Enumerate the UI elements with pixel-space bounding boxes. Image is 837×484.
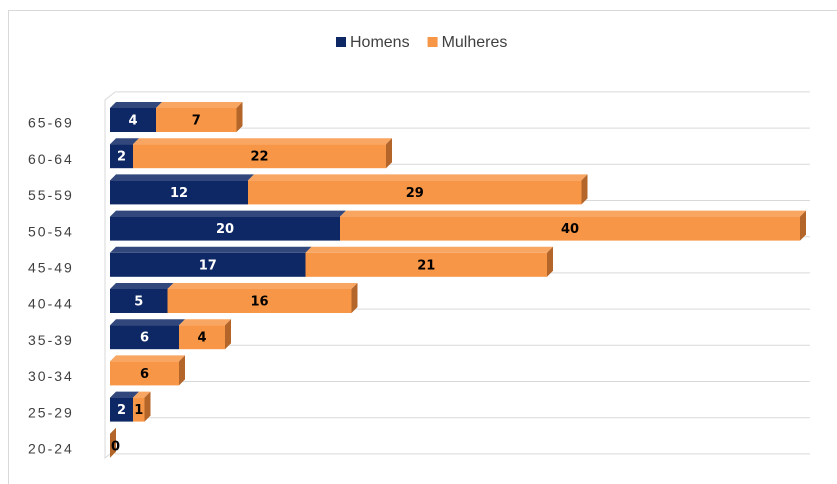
data-label: 2 <box>117 403 126 418</box>
data-label: 4 <box>128 114 137 129</box>
data-label: 40 <box>561 222 579 237</box>
data-label: 0 <box>111 439 120 454</box>
data-label: 6 <box>140 367 149 382</box>
data-label: 20 <box>216 222 234 237</box>
bar-top <box>305 246 553 253</box>
bar-top <box>110 246 312 253</box>
data-label: 17 <box>199 258 217 273</box>
bar-top <box>248 174 588 181</box>
y-tick-label: 35-39 <box>28 332 74 348</box>
y-tick-label: 25-29 <box>28 404 74 420</box>
bar-side <box>386 138 392 169</box>
data-label: 1 <box>134 403 143 418</box>
bar <box>110 144 133 169</box>
bar <box>167 289 352 313</box>
y-tick-label: 65-69 <box>28 115 74 131</box>
bar-top <box>156 102 243 108</box>
y-tick-label: 60-64 <box>28 151 74 167</box>
bar <box>340 216 800 241</box>
data-label: 4 <box>197 331 206 346</box>
y-tick-label: 30-34 <box>28 368 74 384</box>
y-tick-label: 55-59 <box>28 187 74 203</box>
bar-top <box>110 319 185 326</box>
bar <box>133 397 145 422</box>
bar-top <box>110 355 185 362</box>
legend-swatch <box>427 37 438 47</box>
data-label: 5 <box>134 295 143 310</box>
bar-side <box>581 174 588 205</box>
y-tick-label: 45-49 <box>28 260 74 276</box>
data-label: 7 <box>192 114 201 129</box>
y-tick-label: 50-54 <box>28 223 74 239</box>
bar-top <box>110 174 254 181</box>
bar <box>133 144 386 169</box>
bar-side <box>351 283 358 313</box>
bar-top <box>110 391 139 398</box>
bar-side <box>144 391 151 422</box>
bar-top <box>110 210 346 217</box>
data-label: 2 <box>117 150 126 165</box>
data-label: 6 <box>140 331 149 346</box>
bar-top <box>110 102 162 108</box>
bar-top <box>110 138 139 145</box>
bar <box>110 325 179 350</box>
data-label: 16 <box>250 295 268 310</box>
bar-top <box>340 210 806 217</box>
bar <box>110 361 179 386</box>
bar-side <box>800 210 806 241</box>
legend-label: Mulheres <box>442 34 508 51</box>
y-tick-label: 40-44 <box>28 296 74 312</box>
y-tick-label: 20-24 <box>28 441 74 457</box>
bar-side <box>179 355 185 386</box>
bar-top <box>167 283 358 289</box>
bar <box>110 108 156 132</box>
data-label: 22 <box>250 150 268 165</box>
bar <box>110 216 340 241</box>
bar <box>305 252 547 277</box>
bar-side <box>236 102 243 132</box>
bar <box>110 180 248 205</box>
bar <box>248 180 582 205</box>
data-label: 29 <box>406 186 424 201</box>
data-label: 12 <box>170 186 188 201</box>
bar-side <box>547 246 553 277</box>
bar-top <box>133 138 392 145</box>
bar-side <box>110 427 116 458</box>
legend-label: Homens <box>350 34 410 51</box>
legend-swatch <box>336 37 346 47</box>
bar <box>110 252 306 277</box>
bar-top <box>133 391 151 398</box>
bar <box>156 108 237 132</box>
bar-top <box>179 319 231 326</box>
bar <box>110 397 133 422</box>
bar <box>179 325 225 350</box>
bar-top <box>110 283 174 289</box>
bar-side <box>225 319 231 350</box>
data-label: 21 <box>417 258 435 273</box>
bar <box>110 289 168 313</box>
